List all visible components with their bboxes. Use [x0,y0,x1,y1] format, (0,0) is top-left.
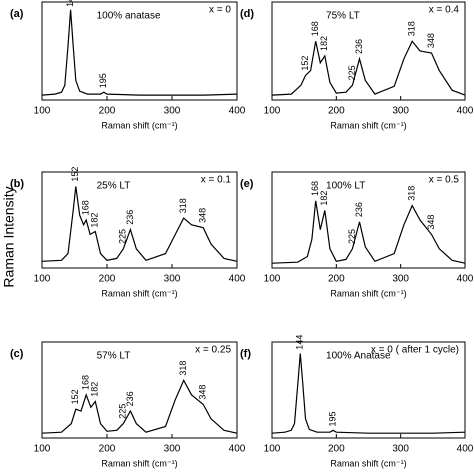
x-tick-label: 300 [392,274,409,285]
panel-label: (c) [10,348,24,360]
peak-label: 225 [118,229,128,244]
peak-label: 168 [310,181,320,196]
x-tick-label: 400 [229,274,246,285]
peak-label: 195 [98,73,108,88]
plot-frame [271,171,466,269]
peak-label: 318 [407,186,417,201]
panel-label: (d) [240,8,254,20]
peak-label: 236 [354,202,364,217]
x-axis-label: Raman shift (cm⁻¹) [101,120,177,130]
x-tick-label: 100 [264,444,281,455]
panel-label: (f) [240,348,251,360]
x-axis-label: Raman shift (cm⁻¹) [330,288,406,298]
x-axis-label: Raman shift (cm⁻¹) [330,120,406,130]
plot-frame [41,1,238,101]
x-tick-label: 200 [99,444,116,455]
x-tick-label: 300 [164,274,181,285]
plot-frame [271,1,466,101]
composition-label: 57% LT [97,351,131,362]
x-tick-label: 100 [264,106,281,117]
peak-label: 152 [70,389,80,404]
peak-label: 225 [118,404,128,419]
peak-label: 318 [178,361,188,376]
peak-label: 318 [178,198,188,213]
composition-label: 75% LT [326,11,360,22]
condition-label: x = 0 [209,5,231,16]
peak-label: 318 [407,21,417,36]
x-tick-label: 200 [328,106,345,117]
condition-label: x = 0.1 [201,175,232,186]
panel-label: (e) [240,178,254,190]
spectrum-line [271,40,466,96]
x-tick-label: 200 [99,274,116,285]
peak-label: 195 [327,411,337,426]
x-tick-label: 100 [34,274,51,285]
panel-label: (b) [10,178,24,190]
peak-label: 348 [426,33,436,48]
panel-label: (a) [10,8,24,20]
composition-label: 100% Anatase [326,351,391,362]
composition-label: 25% LT [97,181,131,192]
peak-label: 144 [295,335,305,350]
peak-label: 182 [90,382,100,397]
plot-frame [41,341,238,439]
x-tick-label: 300 [392,444,409,455]
x-tick-label: 200 [99,106,116,117]
spectrum-line [41,9,238,96]
x-tick-label: 100 [264,274,281,285]
peak-label: 152 [300,56,310,71]
x-axis-label: Raman shift (cm⁻¹) [101,288,177,298]
x-tick-label: 300 [392,106,409,117]
x-tick-label: 400 [229,106,246,117]
x-tick-label: 400 [457,106,474,117]
condition-label: x = 0 ( after 1 cycle) [371,345,459,356]
plot-frame [41,171,238,269]
y-axis-label: Raman Intensity [1,186,17,287]
x-tick-label: 400 [457,274,474,285]
peak-label: 348 [198,385,208,400]
peak-label: 225 [347,65,357,80]
spectrum-line [41,186,238,262]
peak-label: 168 [310,21,320,36]
x-tick-label: 100 [34,106,51,117]
x-axis-label: Raman shift (cm⁻¹) [330,458,406,468]
x-tick-label: 200 [328,444,345,455]
x-tick-label: 400 [457,444,474,455]
peak-label: 348 [426,215,436,230]
x-tick-label: 100 [34,444,51,455]
peak-label: 144 [65,0,75,7]
spectrum-line [271,200,466,264]
peak-label: 182 [319,191,329,206]
x-tick-label: 200 [328,274,345,285]
condition-label: x = 0.4 [429,5,460,16]
x-tick-label: 300 [164,106,181,117]
plot-frame [271,341,466,439]
peak-label: 236 [354,39,364,54]
peak-label: 225 [347,229,357,244]
condition-label: x = 0.5 [429,175,460,186]
x-tick-label: 300 [164,444,181,455]
peak-label: 168 [81,200,91,215]
peak-label: 152 [70,167,80,182]
peak-label: 236 [125,391,135,406]
peak-label: 182 [90,213,100,228]
spectrum-line [41,379,238,434]
composition-label: 100% LT [326,181,365,192]
peak-label: 348 [198,208,208,223]
spectrum-line [271,353,466,434]
x-tick-label: 400 [229,444,246,455]
x-axis-label: Raman shift (cm⁻¹) [101,458,177,468]
peak-label: 182 [319,36,329,51]
peak-label: 236 [125,210,135,225]
peak-label: 168 [81,375,91,390]
composition-label: 100% anatase [97,11,161,22]
condition-label: x = 0.25 [195,345,231,356]
